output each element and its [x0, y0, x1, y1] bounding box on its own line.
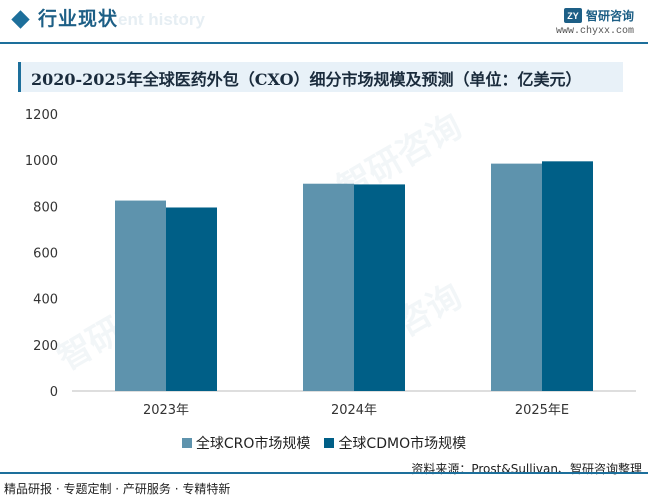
y-tick-label: 200: [33, 339, 58, 354]
legend-item-cro: 全球CRO市场规模: [181, 433, 311, 453]
ghost-heading: ent history: [118, 10, 205, 29]
footer: 资料来源：Prost&Sullivan、智研咨询整理 精品研报 · 专题定制 ·…: [0, 458, 648, 499]
footer-bar: 精品研报 · 专题定制 · 产研服务 · 专精特新: [0, 472, 648, 499]
bar-cro-0: [115, 200, 166, 391]
bar-cro-1: [303, 183, 354, 391]
x-tick-label: 2025年E: [515, 403, 569, 418]
brand[interactable]: ZY 智研咨询 www.chyxx.com: [556, 7, 634, 37]
y-tick-label: 0: [50, 385, 58, 400]
chart-title-band: 2020-2025年全球医药外包（CXO）细分市场规模及预测（单位：亿美元）: [18, 62, 623, 92]
y-tick-label: 1000: [25, 154, 58, 169]
footer-divider: [0, 472, 648, 474]
bar-cro-2: [491, 163, 542, 391]
brand-logo-icon: ZY: [563, 8, 582, 23]
x-tick-label: 2024年: [331, 403, 377, 418]
chart-title: 2020-2025年全球医药外包（CXO）细分市场规模及预测（单位：亿美元）: [31, 70, 582, 89]
legend: 全球CRO市场规模 全球CDMO市场规模: [0, 433, 648, 453]
brand-name: 智研咨询: [585, 9, 634, 23]
bar-cdmo-2: [542, 161, 593, 391]
legend-swatch-cdmo: [324, 438, 335, 448]
bar-cdmo-1: [354, 184, 405, 391]
legend-label-cdmo: 全球CDMO市场规模: [338, 436, 467, 452]
header-divider: [0, 42, 648, 44]
legend-label-cro: 全球CRO市场规模: [195, 436, 311, 452]
section-title: 行业现状: [38, 8, 119, 30]
footer-slogan: 精品研报 · 专题定制 · 产研服务 · 专精特新: [4, 482, 231, 496]
y-tick-label: 400: [33, 293, 58, 308]
y-tick-label: 600: [33, 247, 58, 262]
x-tick-label: 2023年: [143, 403, 189, 418]
brand-url[interactable]: www.chyxx.com: [555, 26, 634, 37]
bar-cdmo-0: [166, 207, 217, 391]
y-tick-label: 800: [33, 200, 58, 215]
legend-swatch-cro: [181, 438, 192, 448]
header: 行业现状 ent history ZY 智研咨询 www.chyxx.com: [0, 0, 648, 46]
legend-item-cdmo: 全球CDMO市场规模: [324, 433, 466, 453]
y-tick-label: 1200: [25, 108, 58, 123]
